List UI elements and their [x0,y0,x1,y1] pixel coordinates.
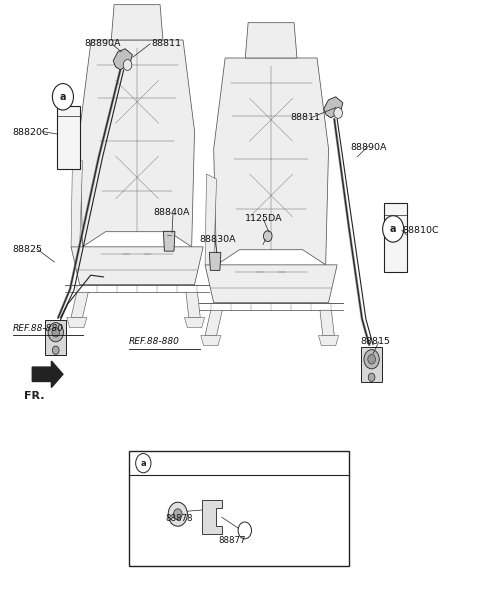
Text: 88830A: 88830A [199,235,236,244]
Bar [384,203,407,272]
Circle shape [52,84,73,110]
Polygon shape [67,317,87,327]
Bar [57,106,80,169]
Polygon shape [113,49,132,70]
Polygon shape [205,310,222,335]
Circle shape [364,350,379,369]
Text: REF.88-880: REF.88-880 [12,323,63,332]
Text: a: a [60,92,66,102]
Circle shape [48,323,63,342]
Polygon shape [71,292,88,317]
Circle shape [383,216,404,242]
Text: 88811: 88811 [152,40,181,48]
Bar [129,451,349,566]
Polygon shape [205,265,337,303]
Polygon shape [202,500,222,534]
Text: 88840A: 88840A [154,208,191,217]
Text: a: a [390,224,396,234]
Polygon shape [71,156,83,247]
Polygon shape [111,5,163,40]
Bar [361,347,382,382]
Circle shape [368,373,375,382]
Polygon shape [71,247,203,285]
Text: 88820C: 88820C [12,128,49,137]
Polygon shape [209,252,221,270]
Polygon shape [80,40,194,247]
Circle shape [52,346,59,355]
Polygon shape [184,317,204,327]
Polygon shape [324,97,343,118]
Text: 88815: 88815 [360,337,391,346]
Text: 88890A: 88890A [84,40,121,48]
Polygon shape [201,335,221,346]
Text: 88810C: 88810C [403,226,439,235]
Polygon shape [186,292,200,317]
Text: 88890A: 88890A [350,143,386,152]
Polygon shape [320,310,334,335]
Polygon shape [214,58,328,265]
Circle shape [123,60,132,70]
Text: a: a [141,459,146,468]
Text: 88877: 88877 [218,536,246,545]
Text: 88811: 88811 [290,113,320,122]
Text: 88878: 88878 [166,514,193,523]
Polygon shape [245,23,297,58]
Text: REF.88-880: REF.88-880 [129,337,180,346]
Circle shape [168,502,187,526]
Polygon shape [205,174,216,265]
Text: 88825: 88825 [12,246,43,255]
Polygon shape [32,361,63,388]
Polygon shape [319,335,338,346]
Circle shape [173,509,182,520]
Text: FR.: FR. [24,391,44,401]
Text: 1125DA: 1125DA [245,214,282,223]
Circle shape [334,108,342,119]
Circle shape [368,355,375,364]
Circle shape [264,231,272,241]
Circle shape [52,327,60,337]
Polygon shape [163,231,175,251]
Circle shape [136,453,151,473]
Circle shape [238,522,252,539]
Bar [45,320,66,355]
